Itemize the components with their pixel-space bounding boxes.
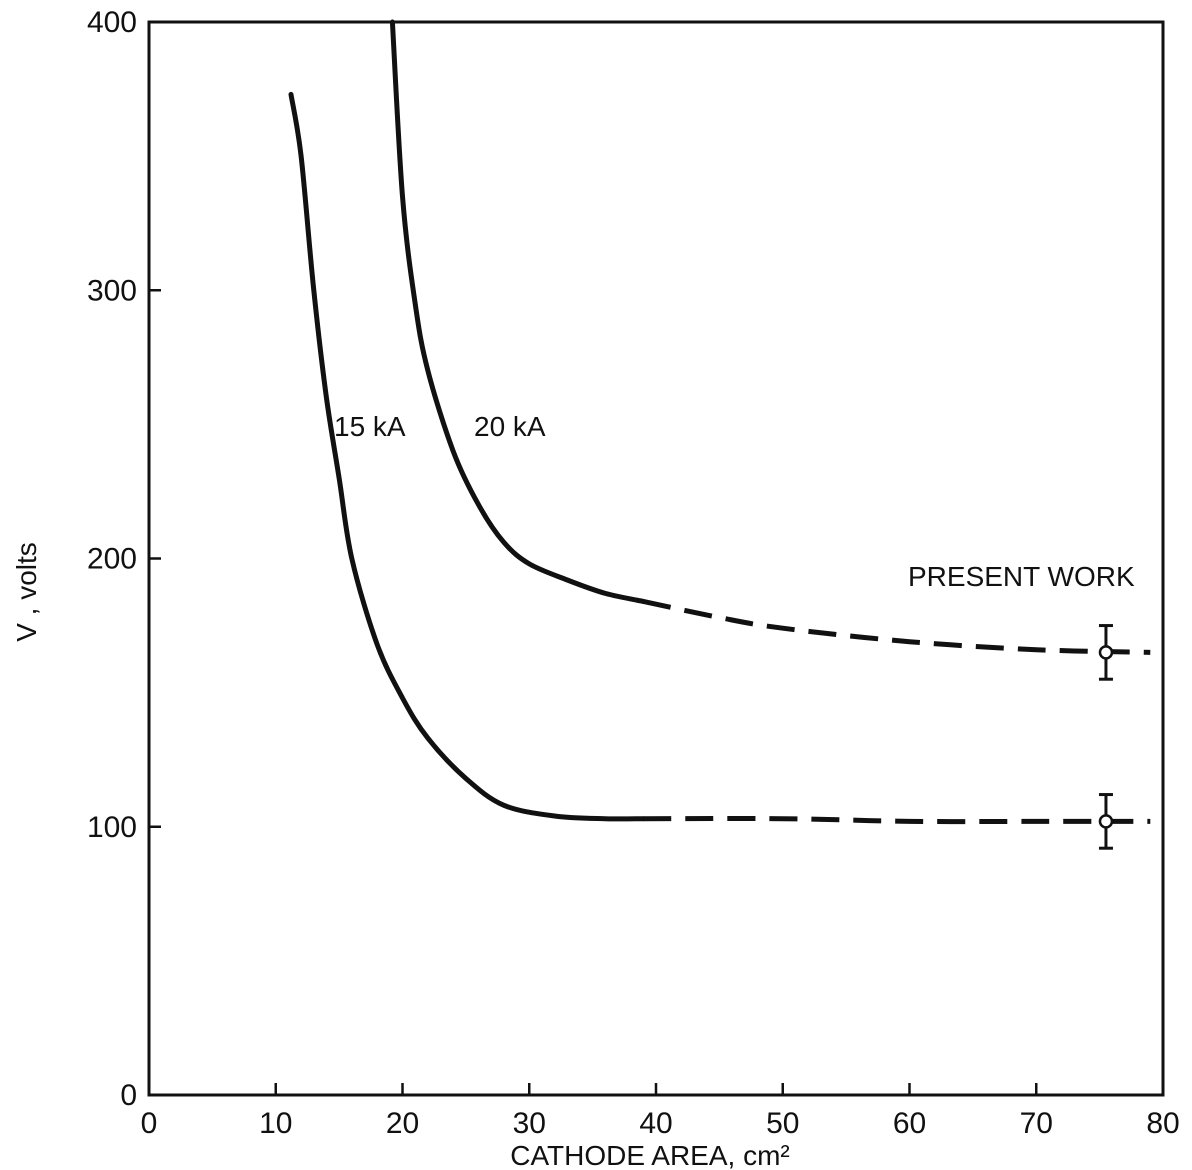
x-tick-label: 70: [1020, 1107, 1053, 1140]
y-tick-label: 300: [87, 274, 137, 307]
plot-border: [147, 20, 1165, 1097]
present-work-point: [1098, 624, 1114, 681]
curve-label-15ka: 15 kA: [334, 411, 406, 442]
x-tick-label: 60: [893, 1107, 926, 1140]
y-tick-label: 400: [87, 6, 137, 39]
x-tick-label: 10: [259, 1107, 292, 1140]
series-20ka-solid: [389, 19, 646, 604]
series-layer: [288, 19, 1151, 825]
x-tick-label: 30: [513, 1107, 546, 1140]
x-tick-label: 20: [386, 1107, 419, 1140]
x-tick-label: 50: [766, 1107, 799, 1140]
y-axis-label: V , volts: [11, 542, 42, 642]
plot-frame: [147, 20, 1165, 1097]
data-point: [1098, 814, 1114, 829]
x-tick-label: 0: [141, 1107, 158, 1140]
x-tick-label: 40: [639, 1107, 672, 1140]
x-axis-label: CATHODE AREA, cm²: [510, 1140, 790, 1170]
series-20ka-dashed: [642, 598, 1151, 655]
series-15ka-solid: [288, 91, 646, 822]
y-ticks: 0 100 200 300 400: [87, 6, 161, 1112]
data-point: [1098, 645, 1114, 660]
present-work-label: PRESENT WORK: [908, 561, 1135, 592]
y-tick-label: 0: [120, 1079, 137, 1112]
present-work-point: [1098, 793, 1114, 850]
x-ticks: 0 10 20 30 40 50 60 70 80: [141, 1083, 1180, 1140]
present-work-points: [1098, 624, 1114, 850]
x-tick-label: 80: [1146, 1107, 1179, 1140]
y-tick-label: 200: [87, 543, 137, 576]
curve-label-20ka: 20 kA: [474, 411, 546, 442]
y-tick-label: 100: [87, 811, 137, 844]
series-15ka-dashed: [643, 816, 1151, 825]
